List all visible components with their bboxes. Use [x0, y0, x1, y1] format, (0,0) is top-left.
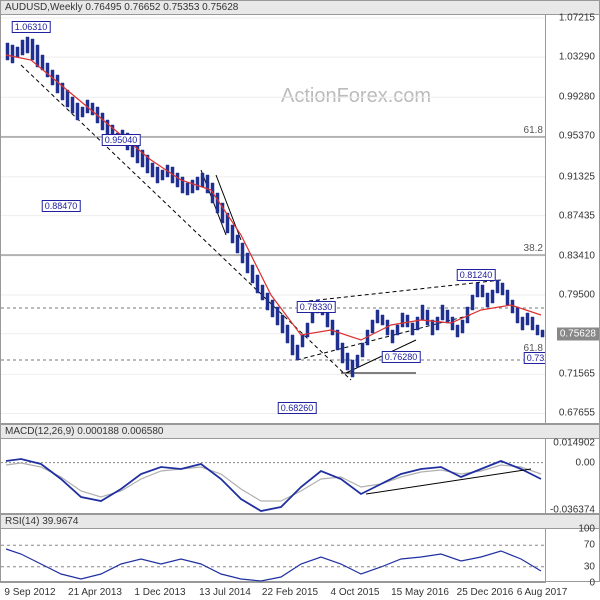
macd-svg [1, 439, 547, 515]
y-tick: 0.00 [576, 457, 595, 468]
main-svg [1, 15, 547, 425]
y-tick: 0.014902 [553, 438, 595, 449]
macd-plot-area[interactable] [1, 439, 545, 513]
x-tick: 13 Jul 2014 [199, 587, 251, 598]
y-tick: 0.87435 [559, 210, 595, 221]
y-tick: 0.71565 [559, 369, 595, 380]
main-y-axis: 1.07215 1.03290 0.99280 0.95370 0.91325 0.874… [545, 15, 599, 423]
x-tick: 9 Sep 2012 [4, 587, 55, 598]
main-plot-area[interactable]: ActionForex.com 61.838.261.8 1.063100.95… [1, 15, 545, 423]
x-tick: 15 May 2016 [391, 587, 449, 598]
price-label: 0.76280 [382, 351, 421, 363]
x-tick: 4 Oct 2015 [331, 587, 380, 598]
x-axis: 9 Sep 2012 21 Apr 2013 1 Dec 2013 13 Jul 20… [0, 582, 546, 600]
price-label: 1.06310 [12, 21, 51, 33]
rsi-plot-area[interactable] [1, 529, 545, 581]
y-tick: 70 [584, 540, 595, 551]
y-tick: 0.79500 [559, 290, 595, 301]
fib-label: 38.2 [524, 243, 543, 254]
y-tick: 30 [584, 561, 595, 572]
rsi-chart: RSI(14) 39.9674 10070300 [0, 514, 600, 582]
x-tick: 6 Aug 2017 [517, 587, 568, 598]
rsi-title: RSI(14) 39.9674 [1, 515, 599, 529]
y-tick: 0.83410 [559, 250, 595, 261]
x-tick: 25 Dec 2016 [457, 587, 514, 598]
y-tick: 0.91325 [559, 171, 595, 182]
rsi-y-axis: 10070300 [545, 529, 599, 581]
price-label: 0.68260 [278, 402, 317, 414]
x-tick: 21 Apr 2013 [68, 587, 122, 598]
current-price-tag: 0.75628 [557, 327, 599, 340]
y-tick: 0.67655 [559, 408, 595, 419]
fib-label: 61.8 [524, 125, 543, 136]
y-tick: 1.07215 [559, 12, 595, 23]
main-chart-title: AUDUSD,Weekly 0.76495 0.76652 0.75353 0.… [1, 1, 599, 15]
y-tick: 0.99280 [559, 92, 595, 103]
y-tick: 0.95370 [559, 131, 595, 142]
y-tick: 100 [578, 524, 595, 535]
price-label: 0.78330 [297, 301, 336, 313]
x-tick: 22 Feb 2015 [262, 587, 318, 598]
y-tick: 0 [589, 578, 595, 589]
macd-chart: MACD(12,26,9) 0.000188 0.006580 0.014902… [0, 424, 600, 514]
x-tick: 1 Dec 2013 [134, 587, 185, 598]
price-label: 0.88470 [42, 200, 81, 212]
price-label: 0.95040 [102, 134, 141, 146]
macd-y-axis: 0.0149020.00-0.036374 [545, 439, 599, 513]
rsi-svg [1, 529, 547, 583]
y-tick: 1.03290 [559, 52, 595, 63]
main-price-chart: AUDUSD,Weekly 0.76495 0.76652 0.75353 0.… [0, 0, 600, 424]
macd-title: MACD(12,26,9) 0.000188 0.006580 [1, 425, 599, 439]
price-label: 0.81240 [457, 269, 496, 281]
